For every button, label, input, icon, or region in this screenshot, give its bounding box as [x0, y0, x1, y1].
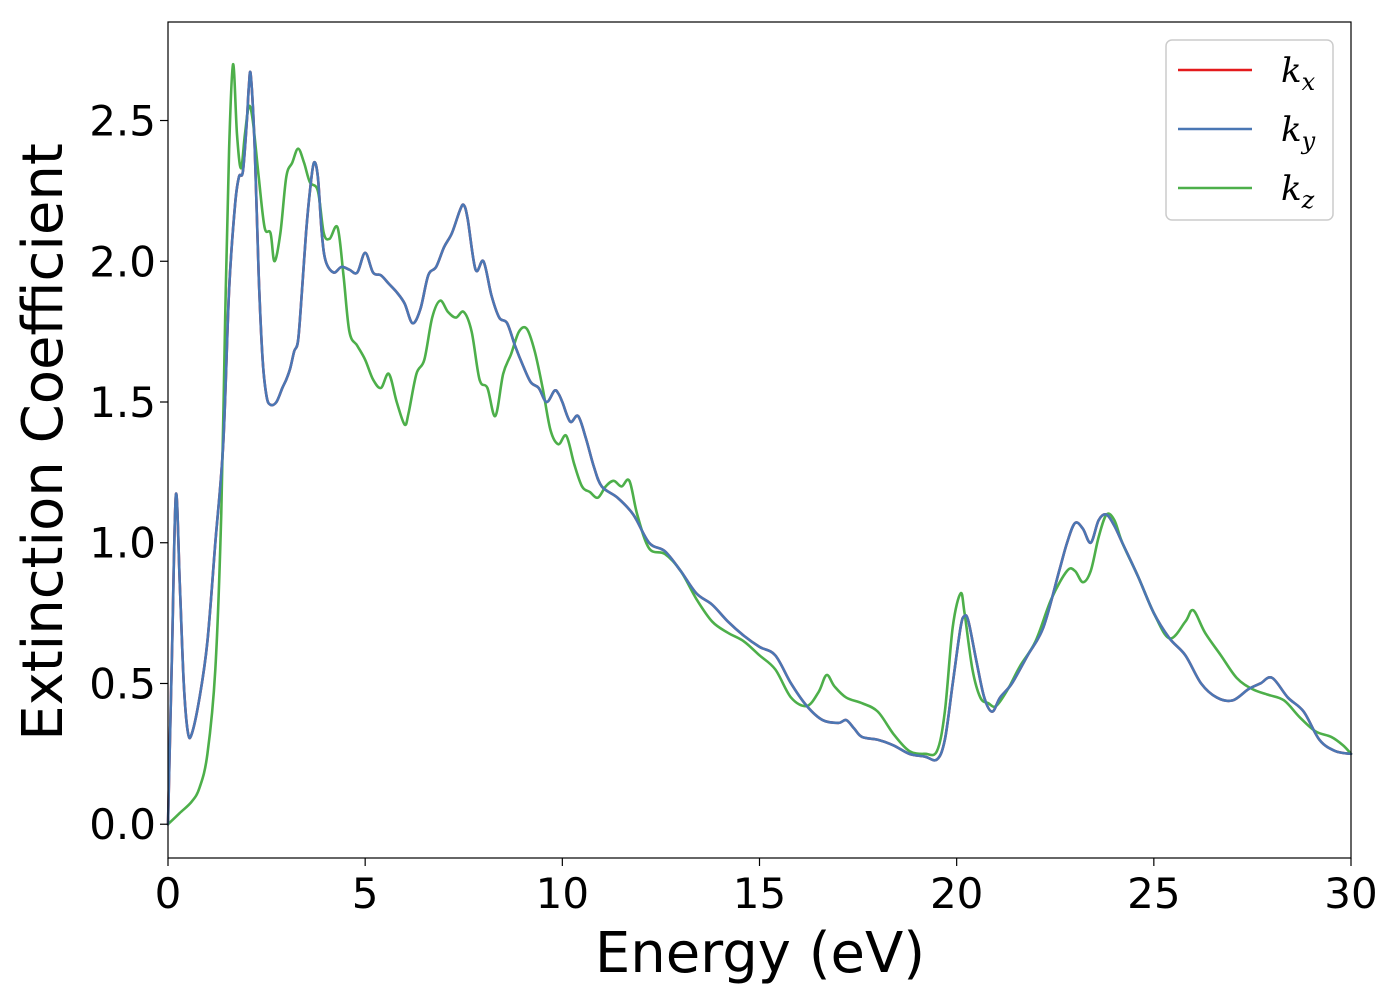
x-tick-label: 5 — [352, 869, 379, 918]
series-line-ky — [166, 70, 1353, 826]
y-tick-label: 0.0 — [89, 800, 156, 849]
y-axis-ticks: 0.0 0.5 1.0 1.5 2.0 2.5 — [89, 97, 168, 849]
x-tick-label: 25 — [1127, 869, 1180, 918]
y-axis-label: Extinction Coefficient — [11, 143, 76, 741]
y-tick-label: 2.0 — [89, 237, 156, 286]
series-line-kz — [166, 62, 1353, 826]
legend-label-ky: ky — [1281, 110, 1316, 155]
legend-label-kz: kz — [1281, 169, 1315, 214]
y-tick-label: 1.0 — [89, 519, 156, 568]
x-tick-label: 20 — [930, 869, 983, 918]
x-tick-label: 30 — [1324, 869, 1377, 918]
y-tick-label: 0.5 — [89, 659, 156, 708]
x-axis-ticks: 0 5 10 15 20 25 30 — [155, 858, 1378, 918]
x-axis-label: Energy (eV) — [595, 921, 925, 986]
x-tick-label: 10 — [536, 869, 589, 918]
legend-label-kx: kx — [1281, 51, 1316, 96]
y-tick-label: 2.5 — [89, 97, 156, 146]
plot-lines — [166, 62, 1353, 826]
legend: kx ky kz — [1165, 39, 1334, 221]
x-tick-label: 0 — [155, 869, 182, 918]
y-tick-label: 1.5 — [89, 378, 156, 427]
x-tick-label: 15 — [733, 869, 786, 918]
